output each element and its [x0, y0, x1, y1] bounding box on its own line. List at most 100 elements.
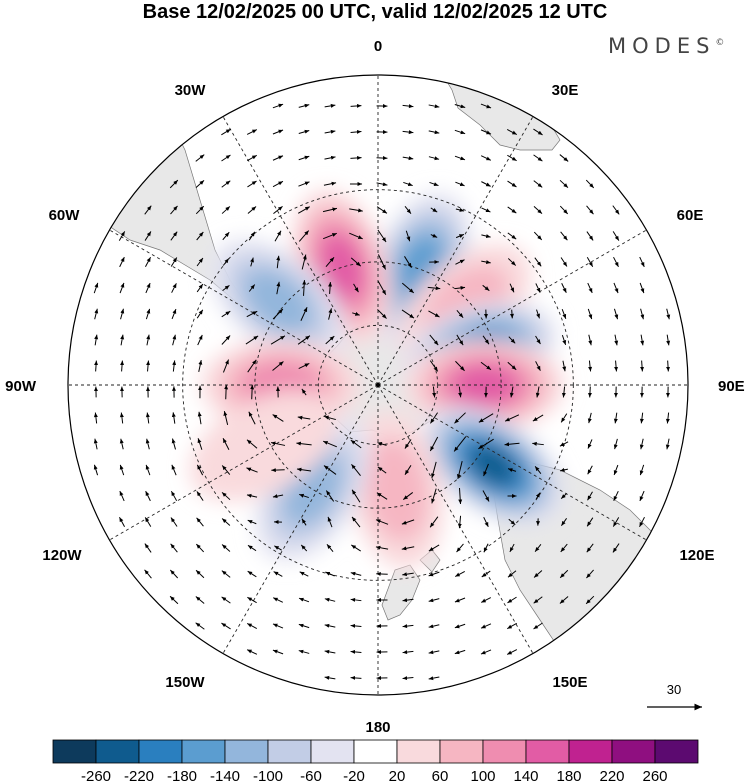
wind-vector: [585, 179, 595, 189]
wind-vector: [455, 571, 465, 577]
wind-vector: [509, 386, 514, 398]
wind-vector: [221, 518, 231, 526]
wind-vector: [171, 283, 177, 293]
wind-vector: [351, 516, 361, 528]
wind-vector: [639, 256, 645, 268]
wind-vector: [428, 624, 440, 629]
wind-vector: [533, 154, 543, 162]
wind-vector: [458, 386, 463, 398]
wind-vector: [272, 623, 284, 629]
anomaly-contour: [364, 438, 429, 542]
wind-vector: [430, 233, 438, 238]
wind-vector: [428, 676, 440, 681]
wind-vector: [507, 232, 517, 240]
wind-vector: [272, 103, 284, 109]
wind-vector: [640, 360, 645, 372]
wind-vector: [93, 282, 99, 294]
wind-vector: [402, 650, 414, 655]
wind-vector: [507, 596, 517, 604]
wind-vector: [195, 622, 205, 630]
wind-vector: [665, 412, 670, 424]
wind-vector: [247, 519, 257, 525]
wind-vector: [561, 386, 566, 398]
wind-vector: [639, 412, 644, 424]
wind-vector: [588, 360, 593, 372]
wind-vector: [323, 465, 337, 475]
wind-vector: [298, 103, 310, 108]
wind-vector: [533, 596, 543, 604]
wind-vector: [198, 359, 203, 373]
wind-vector: [221, 622, 231, 630]
wind-vector: [483, 543, 489, 553]
wind-vector: [559, 179, 569, 189]
wind-vector: [404, 439, 412, 449]
wind-vector: [533, 231, 543, 241]
colorbar-swatch: [224, 739, 269, 764]
wind-vector: [171, 412, 176, 424]
wind-vector: [454, 129, 466, 135]
wind-vector: [246, 439, 258, 449]
wind-vector: [298, 155, 310, 161]
wind-vector: [427, 286, 441, 291]
wind-vector: [561, 334, 567, 346]
meridian-line: [222, 116, 379, 386]
wind-vector: [145, 282, 151, 294]
wind-vector: [456, 334, 464, 346]
wind-vector: [221, 570, 231, 578]
wind-vector: [455, 233, 465, 239]
wind-vector: [428, 571, 440, 577]
wind-vector: [429, 436, 439, 452]
wind-vector: [453, 436, 467, 452]
wind-vector: [587, 308, 593, 320]
wind-vector: [560, 231, 568, 241]
wind-vector: [146, 360, 151, 372]
wind-vector: [455, 207, 465, 212]
wind-vector: [221, 310, 231, 318]
wind-vector: [273, 205, 283, 215]
wind-vector: [561, 283, 567, 293]
wind-vector: [376, 206, 388, 214]
wind-vector: [221, 154, 231, 162]
wind-vector: [246, 129, 258, 135]
wind-vector: [250, 384, 255, 400]
wind-vector: [196, 464, 204, 476]
wind-vector: [350, 597, 362, 602]
wind-vector: [480, 361, 492, 371]
wind-vector: [247, 570, 257, 578]
wind-vector: [223, 411, 229, 425]
wind-vector: [196, 517, 204, 527]
wind-vector: [328, 308, 333, 320]
wind-vector: [559, 569, 569, 579]
wind-vector: [172, 360, 177, 372]
wind-vector: [272, 155, 284, 161]
wind-vector: [119, 464, 125, 476]
wind-vector: [561, 309, 567, 319]
wind-vector: [454, 155, 466, 161]
wind-vector: [93, 438, 98, 450]
wind-vector: [429, 360, 439, 372]
wind-vector: [224, 384, 229, 400]
wind-vector: [535, 361, 541, 371]
wind-vector: [351, 544, 361, 552]
wind-vector: [454, 649, 466, 655]
colorbar-swatch: [52, 739, 97, 764]
wind-vector: [322, 440, 338, 448]
colorbar-tick-label: -180: [167, 768, 197, 783]
wind-vector: [456, 543, 464, 553]
wind-vector: [481, 181, 491, 187]
colorbar-swatch: [482, 739, 527, 764]
wind-vector: [197, 334, 203, 346]
wind-vector: [507, 622, 517, 630]
wind-vector: [587, 465, 593, 475]
wind-vector: [401, 519, 415, 525]
wind-vector: [586, 517, 594, 527]
wind-vector: [509, 309, 514, 319]
wind-vector: [248, 284, 256, 292]
wind-vector: [401, 546, 415, 551]
wind-vector: [276, 281, 281, 295]
wind-vector: [613, 256, 619, 268]
wind-vector: [272, 361, 284, 371]
wind-vector: [432, 386, 437, 398]
wind-vector: [376, 571, 388, 576]
lon-label-60e: 60E: [677, 207, 704, 224]
